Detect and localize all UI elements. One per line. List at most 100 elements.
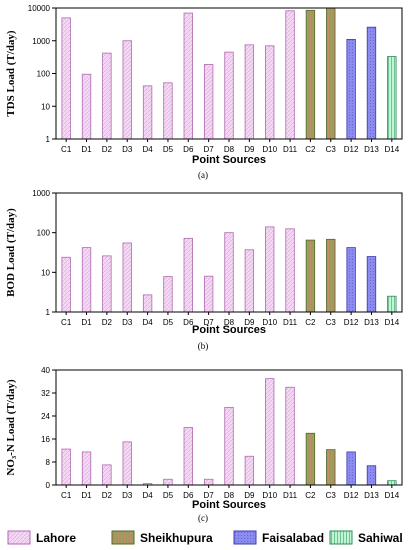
x-tick-label: D4: [142, 318, 153, 327]
x-tick-label: C3: [326, 145, 337, 154]
bar-d5: [163, 478, 173, 486]
y-tick-label: 100: [37, 70, 51, 79]
bar-d12: [346, 247, 356, 313]
bar-d10: [265, 226, 275, 313]
bar-d5: [163, 82, 173, 140]
y-axis-label: BOD Load (T/day): [5, 208, 17, 297]
x-tick-label: C3: [326, 491, 337, 500]
x-tick-label: D12: [344, 318, 359, 327]
x-tick-label: D2: [102, 491, 113, 500]
plot-frame: [55, 369, 403, 486]
x-tick-label: D13: [364, 145, 379, 154]
bar-c2: [305, 239, 316, 313]
x-tick-label: D14: [384, 145, 399, 154]
bar-d6: [183, 12, 193, 140]
x-axis-label: Point Sources: [192, 154, 266, 166]
bar-d10: [265, 378, 275, 486]
x-tick-label: D4: [142, 145, 153, 154]
bar-d9: [244, 44, 255, 140]
x-tick-label: D6: [183, 318, 194, 327]
x-tick-label: D2: [102, 145, 113, 154]
bar-d6: [183, 237, 193, 313]
x-tick-label: D4: [142, 491, 153, 500]
bar-d13: [366, 465, 377, 486]
plot-frame: [55, 7, 403, 140]
x-tick-label: D5: [163, 145, 174, 154]
bar-d12: [346, 451, 356, 486]
x-tick-label: D3: [122, 318, 133, 327]
x-tick-label: D9: [244, 145, 255, 154]
bar-d9: [244, 455, 255, 486]
y-tick-label: 0: [46, 481, 51, 490]
legend-swatch-sahiwal: [329, 530, 353, 545]
x-tick-label: D1: [81, 491, 92, 500]
x-tick-label: C1: [61, 491, 72, 500]
x-axis-label: Point Sources: [192, 324, 266, 336]
bar-d3: [122, 242, 132, 313]
legend-label-sheikhupura: Sheikhupura: [140, 531, 213, 545]
bar-d2: [102, 52, 112, 140]
x-tick-label: D11: [283, 318, 298, 327]
panel-label: (c): [198, 513, 208, 523]
x-tick-label: D12: [344, 145, 359, 154]
bar-c1: [61, 448, 71, 486]
x-tick-label: D13: [364, 318, 379, 327]
y-tick-label: 100: [37, 229, 51, 238]
y-tick-label: 1: [46, 308, 51, 317]
legend-label-lahore: Lahore: [36, 531, 76, 545]
x-tick-label: D14: [384, 318, 399, 327]
y-tick-label: 10000: [28, 4, 51, 13]
chart-panel-b: 1 10 100 1000 C1 D1 D2 D3 D4 D5 D6 D7 D8 D9 D10 D11 C2 C3…: [5, 189, 403, 351]
x-tick-label: C2: [305, 491, 316, 500]
bar-d12: [346, 38, 356, 140]
x-tick-label: D8: [224, 145, 235, 154]
y-axis-label: TDS Load (T/day): [5, 30, 17, 117]
bar-d14: [387, 56, 397, 140]
x-tick-label: D10: [262, 145, 277, 154]
bar-d1: [81, 73, 92, 140]
bar-c2: [305, 9, 316, 140]
legend-swatch-faisalabad: [233, 530, 257, 545]
y-tick-label: 16: [41, 435, 50, 444]
chart-panel-c: 0 8 16 24 32 40 C1 D1 D2 D3 D4 D5 D6 D7 D8 D9 D10 D11 C2 C3…: [5, 366, 403, 523]
legend: Lahore Sheikhupura Faisalabad Sahiwal: [7, 530, 403, 545]
x-tick-label: D12: [344, 491, 359, 500]
bar-d7: [203, 275, 214, 313]
legend-swatch-sheikhupura: [111, 530, 135, 545]
x-tick-label: D9: [244, 318, 255, 327]
x-tick-label: D1: [81, 318, 92, 327]
bar-d4: [142, 294, 153, 313]
x-tick-label: C2: [305, 318, 316, 327]
y-tick-label: 24: [41, 412, 50, 421]
x-tick-label: D1: [81, 145, 92, 154]
bar-c3: [326, 238, 336, 313]
x-tick-label: C3: [326, 318, 337, 327]
bar-d1: [81, 247, 92, 313]
bar-d8: [224, 51, 234, 140]
x-tick-label: D7: [204, 491, 215, 500]
bar-c3: [326, 449, 336, 486]
panel-label: (b): [198, 341, 209, 351]
x-tick-label: D8: [224, 318, 235, 327]
bar-d1: [81, 451, 92, 486]
bar-d2: [102, 255, 112, 313]
legend-label-faisalabad: Faisalabad: [262, 531, 324, 545]
x-tick-label: C2: [305, 145, 316, 154]
bar-d6: [183, 427, 193, 486]
bar-d14: [387, 480, 397, 486]
legend-swatch-lahore: [7, 530, 31, 545]
x-tick-label: D9: [244, 491, 255, 500]
x-tick-label: D8: [224, 491, 235, 500]
x-tick-label: D6: [183, 145, 194, 154]
x-tick-label: D14: [384, 491, 399, 500]
x-tick-label: D7: [204, 318, 215, 327]
bar-d3: [122, 441, 132, 486]
bar-d10: [265, 45, 275, 140]
bar-d11: [285, 10, 295, 140]
y-tick-label: 32: [41, 389, 50, 398]
x-tick-label: D10: [262, 491, 277, 500]
x-tick-label: D2: [102, 318, 113, 327]
plot-frame: [55, 192, 403, 313]
bar-c2: [305, 432, 316, 486]
